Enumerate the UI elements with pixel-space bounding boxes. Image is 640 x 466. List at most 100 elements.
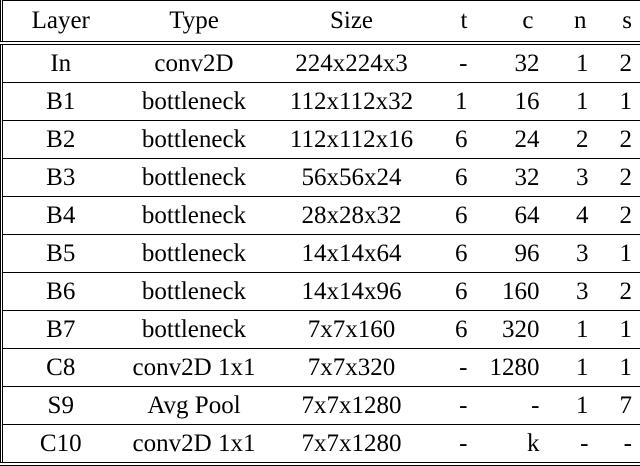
cell-n: - bbox=[552, 425, 597, 465]
cell-type: bottleneck bbox=[112, 121, 277, 159]
cell-size: 7x7x320 bbox=[277, 349, 427, 387]
column-header-type: Type bbox=[112, 1, 277, 44]
cell-size: 224x224x3 bbox=[277, 43, 427, 83]
cell-t: - bbox=[427, 349, 482, 387]
cell-layer: B2 bbox=[2, 121, 112, 159]
cell-size: 14x14x64 bbox=[277, 235, 427, 273]
cell-layer: B7 bbox=[2, 311, 112, 349]
cell-t: - bbox=[427, 43, 482, 83]
cell-c: 16 bbox=[482, 83, 552, 121]
cell-type: bottleneck bbox=[112, 197, 277, 235]
cell-t: 6 bbox=[427, 121, 482, 159]
cell-s: 1 bbox=[597, 311, 640, 349]
cell-size: 7x7x1280 bbox=[277, 387, 427, 425]
cell-n: 4 bbox=[552, 197, 597, 235]
cell-t: - bbox=[427, 387, 482, 425]
column-header-size: Size bbox=[277, 1, 427, 44]
cell-layer: B5 bbox=[2, 235, 112, 273]
cell-c: 64 bbox=[482, 197, 552, 235]
column-header-n: n bbox=[552, 1, 597, 44]
cell-c: 96 bbox=[482, 235, 552, 273]
cell-n: 2 bbox=[552, 121, 597, 159]
cell-type: conv2D 1x1 bbox=[112, 349, 277, 387]
cell-s: 1 bbox=[597, 235, 640, 273]
cell-n: 3 bbox=[552, 273, 597, 311]
cell-size: 112x112x32 bbox=[277, 83, 427, 121]
cell-n: 1 bbox=[552, 311, 597, 349]
cell-t: 6 bbox=[427, 273, 482, 311]
cell-s: 7 bbox=[597, 387, 640, 425]
cell-type: conv2D 1x1 bbox=[112, 425, 277, 465]
cell-type: Avg Pool bbox=[112, 387, 277, 425]
column-header-s: s bbox=[597, 1, 640, 44]
column-header-t: t bbox=[427, 1, 482, 44]
cell-s: 2 bbox=[597, 273, 640, 311]
cell-s: 2 bbox=[597, 121, 640, 159]
cell-t: 1 bbox=[427, 83, 482, 121]
table-header-row: Layer Type Size t c n s bbox=[2, 1, 640, 44]
table-header: Layer Type Size t c n s bbox=[2, 1, 640, 44]
cell-layer: S9 bbox=[2, 387, 112, 425]
cell-size: 56x56x24 bbox=[277, 159, 427, 197]
cell-c: 160 bbox=[482, 273, 552, 311]
cell-s: 2 bbox=[597, 159, 640, 197]
cell-size: 28x28x32 bbox=[277, 197, 427, 235]
cell-n: 3 bbox=[552, 235, 597, 273]
cell-n: 1 bbox=[552, 83, 597, 121]
cell-type: bottleneck bbox=[112, 235, 277, 273]
cell-t: 6 bbox=[427, 235, 482, 273]
cell-s: 2 bbox=[597, 43, 640, 83]
cell-size: 112x112x16 bbox=[277, 121, 427, 159]
cell-n: 1 bbox=[552, 349, 597, 387]
cell-layer: C8 bbox=[2, 349, 112, 387]
cell-layer: B3 bbox=[2, 159, 112, 197]
cell-layer: C10 bbox=[2, 425, 112, 465]
cell-c: 320 bbox=[482, 311, 552, 349]
cell-layer: B1 bbox=[2, 83, 112, 121]
cell-t: 6 bbox=[427, 197, 482, 235]
cell-layer: B6 bbox=[2, 273, 112, 311]
cell-s: 1 bbox=[597, 349, 640, 387]
cell-n: 1 bbox=[552, 43, 597, 83]
cell-size: 7x7x160 bbox=[277, 311, 427, 349]
cell-c: 1280 bbox=[482, 349, 552, 387]
cell-s: - bbox=[597, 425, 640, 465]
cell-type: conv2D bbox=[112, 43, 277, 83]
cell-c: k bbox=[482, 425, 552, 465]
column-header-c: c bbox=[482, 1, 552, 44]
cell-size: 14x14x96 bbox=[277, 273, 427, 311]
cell-type: bottleneck bbox=[112, 311, 277, 349]
cell-c: 24 bbox=[482, 121, 552, 159]
cell-c: 32 bbox=[482, 43, 552, 83]
cell-layer: B4 bbox=[2, 197, 112, 235]
cell-type: bottleneck bbox=[112, 83, 277, 121]
column-header-layer: Layer bbox=[2, 1, 112, 44]
cell-t: 6 bbox=[427, 311, 482, 349]
cell-t: 6 bbox=[427, 159, 482, 197]
cell-n: 1 bbox=[552, 387, 597, 425]
cell-c: - bbox=[482, 387, 552, 425]
cell-size: 7x7x1280 bbox=[277, 425, 427, 465]
cell-layer: In bbox=[2, 43, 112, 83]
cell-s: 1 bbox=[597, 83, 640, 121]
cell-c: 32 bbox=[482, 159, 552, 197]
cell-t: - bbox=[427, 425, 482, 465]
cell-type: bottleneck bbox=[112, 159, 277, 197]
cell-n: 3 bbox=[552, 159, 597, 197]
cell-s: 2 bbox=[597, 197, 640, 235]
cell-type: bottleneck bbox=[112, 273, 277, 311]
